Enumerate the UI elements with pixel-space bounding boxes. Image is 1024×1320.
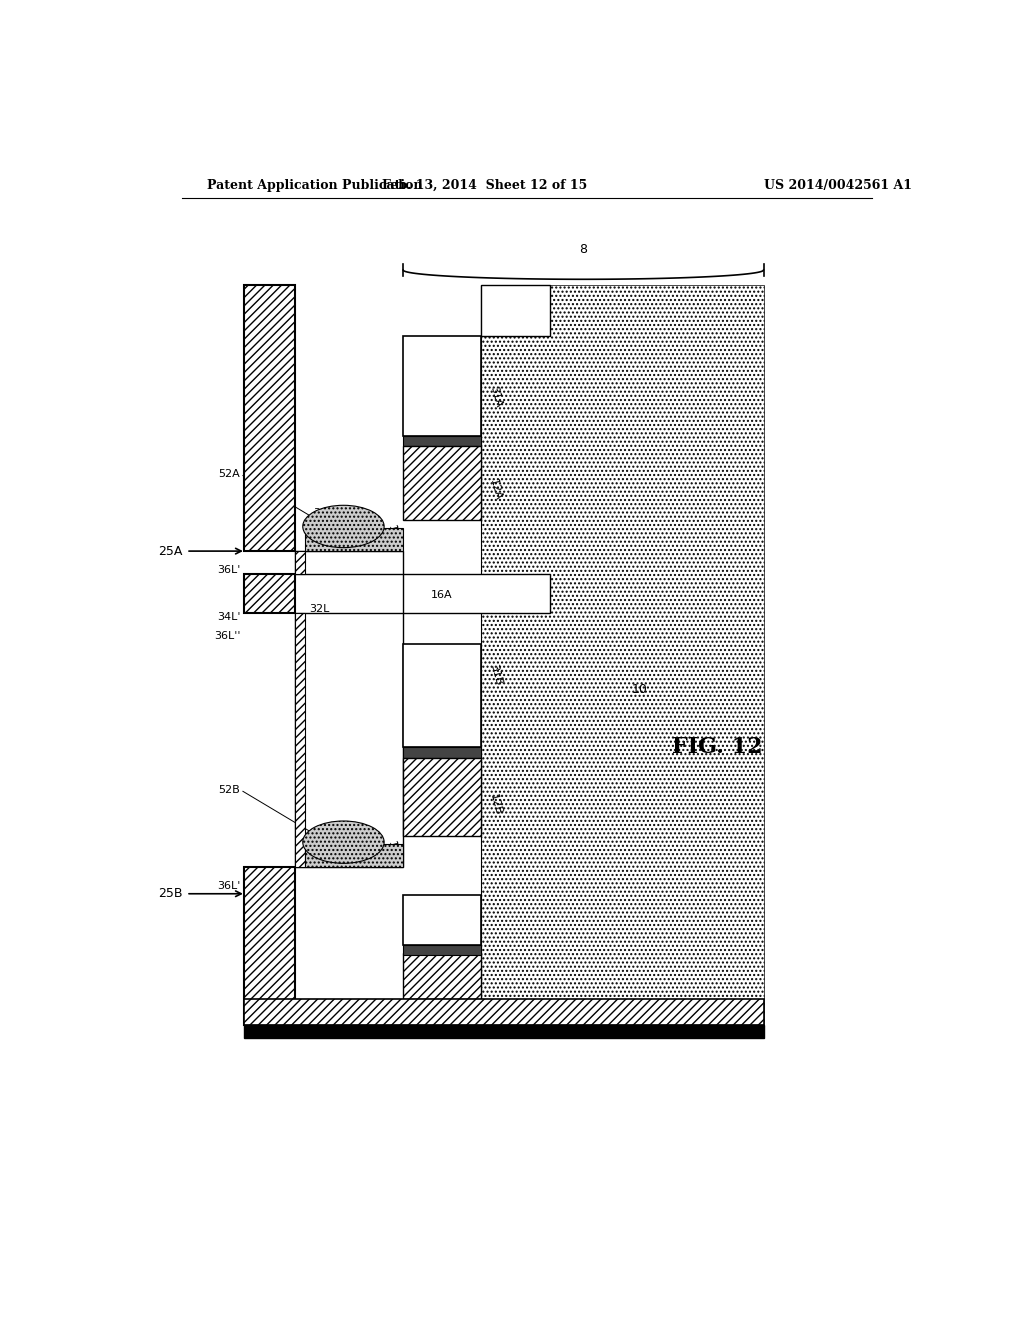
Text: FIG. 12: FIG. 12 (672, 737, 762, 759)
Text: 46B: 46B (404, 751, 419, 772)
Bar (245, 999, 764, 1026)
Text: 20: 20 (434, 915, 450, 927)
Bar (403, 644, 480, 747)
Bar (305, 528, 403, 552)
Text: 31A: 31A (488, 385, 504, 409)
Text: 31B: 31B (488, 663, 504, 686)
Text: 60: 60 (264, 586, 274, 601)
Text: 60: 60 (264, 969, 274, 983)
Bar (295, 552, 403, 574)
Bar (480, 285, 764, 1038)
Text: 36L': 36L' (217, 880, 241, 891)
Text: 34L': 34L' (217, 611, 241, 622)
Text: 52A: 52A (219, 469, 241, 479)
Text: 32L: 32L (309, 603, 330, 614)
Text: 34: 34 (325, 535, 339, 545)
Bar (245, 574, 295, 612)
Text: 36A: 36A (313, 508, 335, 517)
Text: 36L': 36L' (217, 565, 241, 576)
Text: 46A: 46A (404, 440, 419, 461)
Text: 60: 60 (264, 325, 274, 339)
Text: 14B: 14B (386, 840, 401, 863)
Bar (403, 446, 480, 520)
Text: 12A: 12A (488, 478, 504, 502)
Bar (295, 612, 403, 867)
Text: 10: 10 (632, 684, 647, 696)
Text: 20: 20 (434, 689, 450, 702)
Bar (480, 285, 550, 335)
Text: 14A: 14A (386, 524, 401, 548)
Bar (403, 747, 480, 758)
Bar (305, 843, 403, 867)
Text: 12B: 12B (488, 793, 504, 817)
Text: 16B: 16B (404, 972, 420, 995)
Bar (295, 552, 305, 574)
Bar (403, 758, 480, 836)
Text: Feb. 13, 2014  Sheet 12 of 15: Feb. 13, 2014 Sheet 12 of 15 (382, 178, 587, 191)
Bar (480, 574, 550, 612)
Bar (245, 1026, 764, 1038)
Text: 16A: 16A (404, 466, 420, 490)
Text: 52B: 52B (219, 785, 241, 795)
Text: Patent Application Publication: Patent Application Publication (207, 178, 423, 191)
Ellipse shape (303, 821, 384, 863)
Bar (403, 436, 480, 446)
Text: 52B: 52B (309, 829, 331, 840)
Bar (245, 867, 295, 1026)
Text: 36L'': 36L'' (214, 631, 241, 640)
Bar (295, 612, 305, 867)
Text: 16A: 16A (431, 590, 453, 599)
Text: 25A: 25A (158, 545, 182, 557)
Text: 36B: 36B (260, 1006, 282, 1016)
Bar (245, 285, 295, 552)
Ellipse shape (303, 506, 384, 548)
Text: 20: 20 (434, 379, 450, 392)
Text: 52A: 52A (309, 513, 331, 524)
Text: US 2014/0042561 A1: US 2014/0042561 A1 (764, 178, 911, 191)
Bar (403, 953, 480, 999)
Bar (403, 574, 550, 612)
Bar (480, 285, 550, 335)
Text: 16B: 16B (404, 780, 420, 804)
Text: 8: 8 (580, 243, 588, 256)
Text: 46B: 46B (404, 931, 419, 952)
Bar (403, 945, 480, 954)
Bar (403, 335, 480, 436)
Bar (403, 895, 480, 945)
Text: 25B: 25B (158, 887, 182, 900)
